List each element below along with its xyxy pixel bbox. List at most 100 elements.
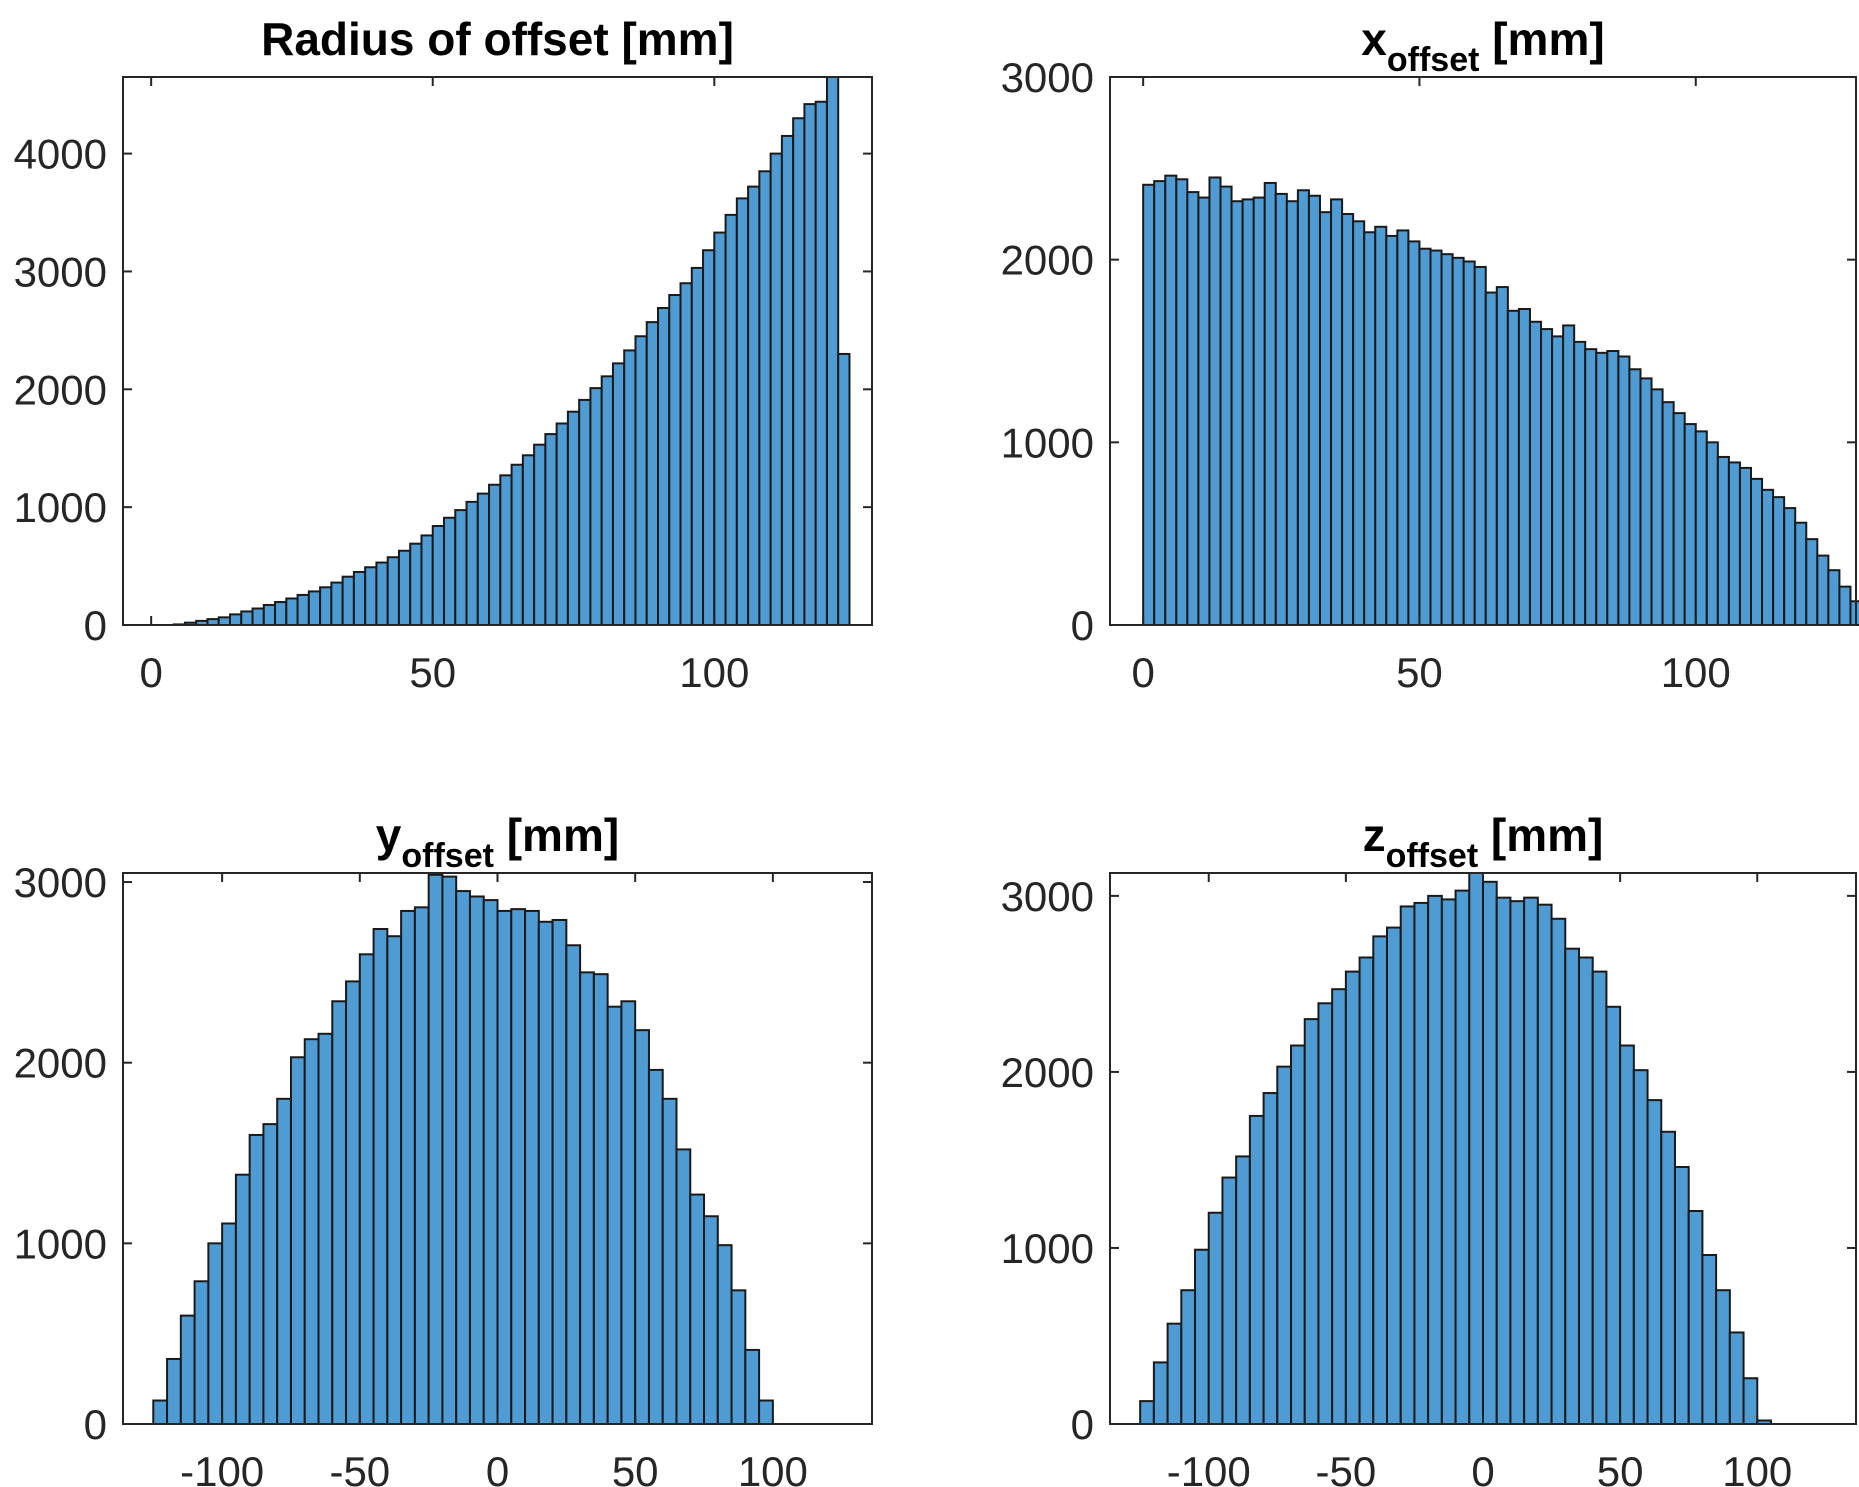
histogram-bar bbox=[1197, 196, 1211, 626]
histogram-bar bbox=[1462, 260, 1476, 626]
histogram-bar bbox=[1252, 196, 1266, 626]
histogram-bar bbox=[1454, 889, 1471, 1425]
histogram-bar bbox=[647, 1068, 664, 1426]
x-tick-label: 0 bbox=[486, 1448, 509, 1487]
histogram-bar bbox=[780, 134, 795, 626]
histogram-bar bbox=[1605, 1005, 1622, 1425]
histogram-bar bbox=[1440, 898, 1457, 1425]
histogram-bar bbox=[276, 1097, 292, 1426]
histogram-bar bbox=[579, 971, 595, 1425]
histogram-bar bbox=[634, 335, 648, 626]
chart-title: yoffset [mm] bbox=[376, 809, 619, 875]
histogram-bar bbox=[1716, 455, 1730, 626]
x-tick-label: 50 bbox=[1396, 649, 1443, 696]
histogram-bar bbox=[1372, 935, 1389, 1425]
chart-title-main: x bbox=[1361, 13, 1387, 65]
histogram-bar bbox=[1153, 180, 1167, 626]
chart-title-suffix: [mm] bbox=[1478, 809, 1603, 861]
y-tick-label: 0 bbox=[84, 1401, 107, 1448]
histogram-bar bbox=[1468, 872, 1484, 1425]
histogram-bar bbox=[1285, 200, 1299, 626]
histogram-bar bbox=[1606, 350, 1620, 626]
histogram-bar bbox=[1186, 191, 1200, 627]
y-tick-label: 2000 bbox=[14, 366, 107, 413]
histogram-bar bbox=[1290, 1044, 1306, 1425]
histogram-bar bbox=[468, 895, 485, 1425]
y-tick-label: 3000 bbox=[14, 248, 107, 295]
histogram-bar bbox=[251, 607, 265, 627]
x-tick-label: 100 bbox=[1722, 1448, 1792, 1487]
chart-title: xoffset [mm] bbox=[1361, 13, 1604, 79]
histogram-bar bbox=[1396, 229, 1410, 626]
histogram-bar bbox=[510, 463, 524, 626]
histogram-bar bbox=[1152, 1361, 1169, 1426]
histogram-bar bbox=[1427, 894, 1443, 1425]
histogram-bar bbox=[179, 1314, 196, 1426]
histogram-bar bbox=[274, 601, 288, 626]
histogram-bar bbox=[193, 1280, 210, 1426]
histogram-bar bbox=[375, 561, 389, 627]
x-tick-label: -50 bbox=[1316, 1448, 1377, 1487]
histogram-bar bbox=[166, 1357, 182, 1426]
y-tick-label: 1000 bbox=[1001, 419, 1094, 466]
x-tick-label: -50 bbox=[329, 1448, 390, 1487]
y-tick-label: 3000 bbox=[1001, 54, 1094, 101]
histogram-bar bbox=[1794, 521, 1808, 626]
histogram-bar bbox=[248, 1133, 265, 1425]
x-tick-label: -100 bbox=[180, 1448, 264, 1487]
histogram-bar bbox=[1263, 181, 1277, 627]
y-tick-label: 2000 bbox=[1001, 237, 1094, 284]
histogram-bar bbox=[713, 231, 727, 627]
histogram-bar bbox=[262, 603, 277, 626]
histogram-bar bbox=[152, 1399, 169, 1426]
y-tick-label: 2000 bbox=[14, 1040, 107, 1087]
histogram-bar bbox=[1330, 198, 1344, 627]
histogram-bar bbox=[1399, 905, 1416, 1425]
histogram-bar bbox=[1418, 247, 1432, 626]
histogram-bar bbox=[1742, 1377, 1759, 1425]
histogram-bar bbox=[319, 586, 333, 626]
y-tick-label: 4000 bbox=[14, 131, 107, 178]
histogram-bar bbox=[1805, 538, 1819, 626]
histogram-bar bbox=[1358, 956, 1375, 1425]
histogram-bar bbox=[578, 398, 592, 626]
histogram-bar bbox=[420, 534, 434, 626]
histogram-bar bbox=[427, 873, 444, 1425]
histogram-bar bbox=[1344, 970, 1361, 1425]
histogram-bar bbox=[679, 282, 693, 626]
histogram-bar bbox=[747, 185, 761, 626]
histogram-bar bbox=[1632, 1069, 1649, 1426]
histogram-bar bbox=[566, 410, 581, 626]
histogram-bar bbox=[544, 433, 558, 626]
histogram-bar bbox=[1175, 178, 1189, 626]
histogram-bar bbox=[488, 483, 502, 626]
histogram-bar bbox=[735, 197, 750, 626]
histogram-bar bbox=[1595, 351, 1609, 626]
histogram-bar bbox=[555, 422, 569, 626]
histogram-bar bbox=[589, 387, 603, 627]
histogram-bar bbox=[668, 294, 682, 626]
histogram-bar bbox=[1484, 291, 1498, 626]
histogram-bar bbox=[364, 566, 378, 627]
y-tick-label: 2000 bbox=[1001, 1049, 1094, 1096]
histogram-bar bbox=[537, 920, 554, 1425]
histogram-bar bbox=[1274, 192, 1288, 626]
histogram-bar bbox=[1577, 956, 1594, 1425]
histogram-bar bbox=[1219, 185, 1233, 626]
histogram-bar bbox=[1551, 335, 1565, 626]
histogram-bar bbox=[730, 1289, 747, 1425]
histogram-bar bbox=[1385, 234, 1399, 626]
histogram-bar bbox=[1194, 1248, 1210, 1425]
histogram-bar bbox=[1208, 176, 1222, 626]
axes-box bbox=[122, 76, 873, 626]
histogram-bar bbox=[482, 899, 499, 1425]
histogram-bar bbox=[455, 890, 471, 1425]
histogram-bar bbox=[758, 1399, 774, 1426]
histogram-bar bbox=[657, 306, 671, 626]
histogram-bar bbox=[1331, 988, 1347, 1425]
histogram-bar bbox=[1317, 1002, 1334, 1425]
x-tick-label: 50 bbox=[612, 1448, 659, 1487]
histogram-bar bbox=[234, 1173, 251, 1425]
x-tick-label: 0 bbox=[139, 649, 162, 696]
